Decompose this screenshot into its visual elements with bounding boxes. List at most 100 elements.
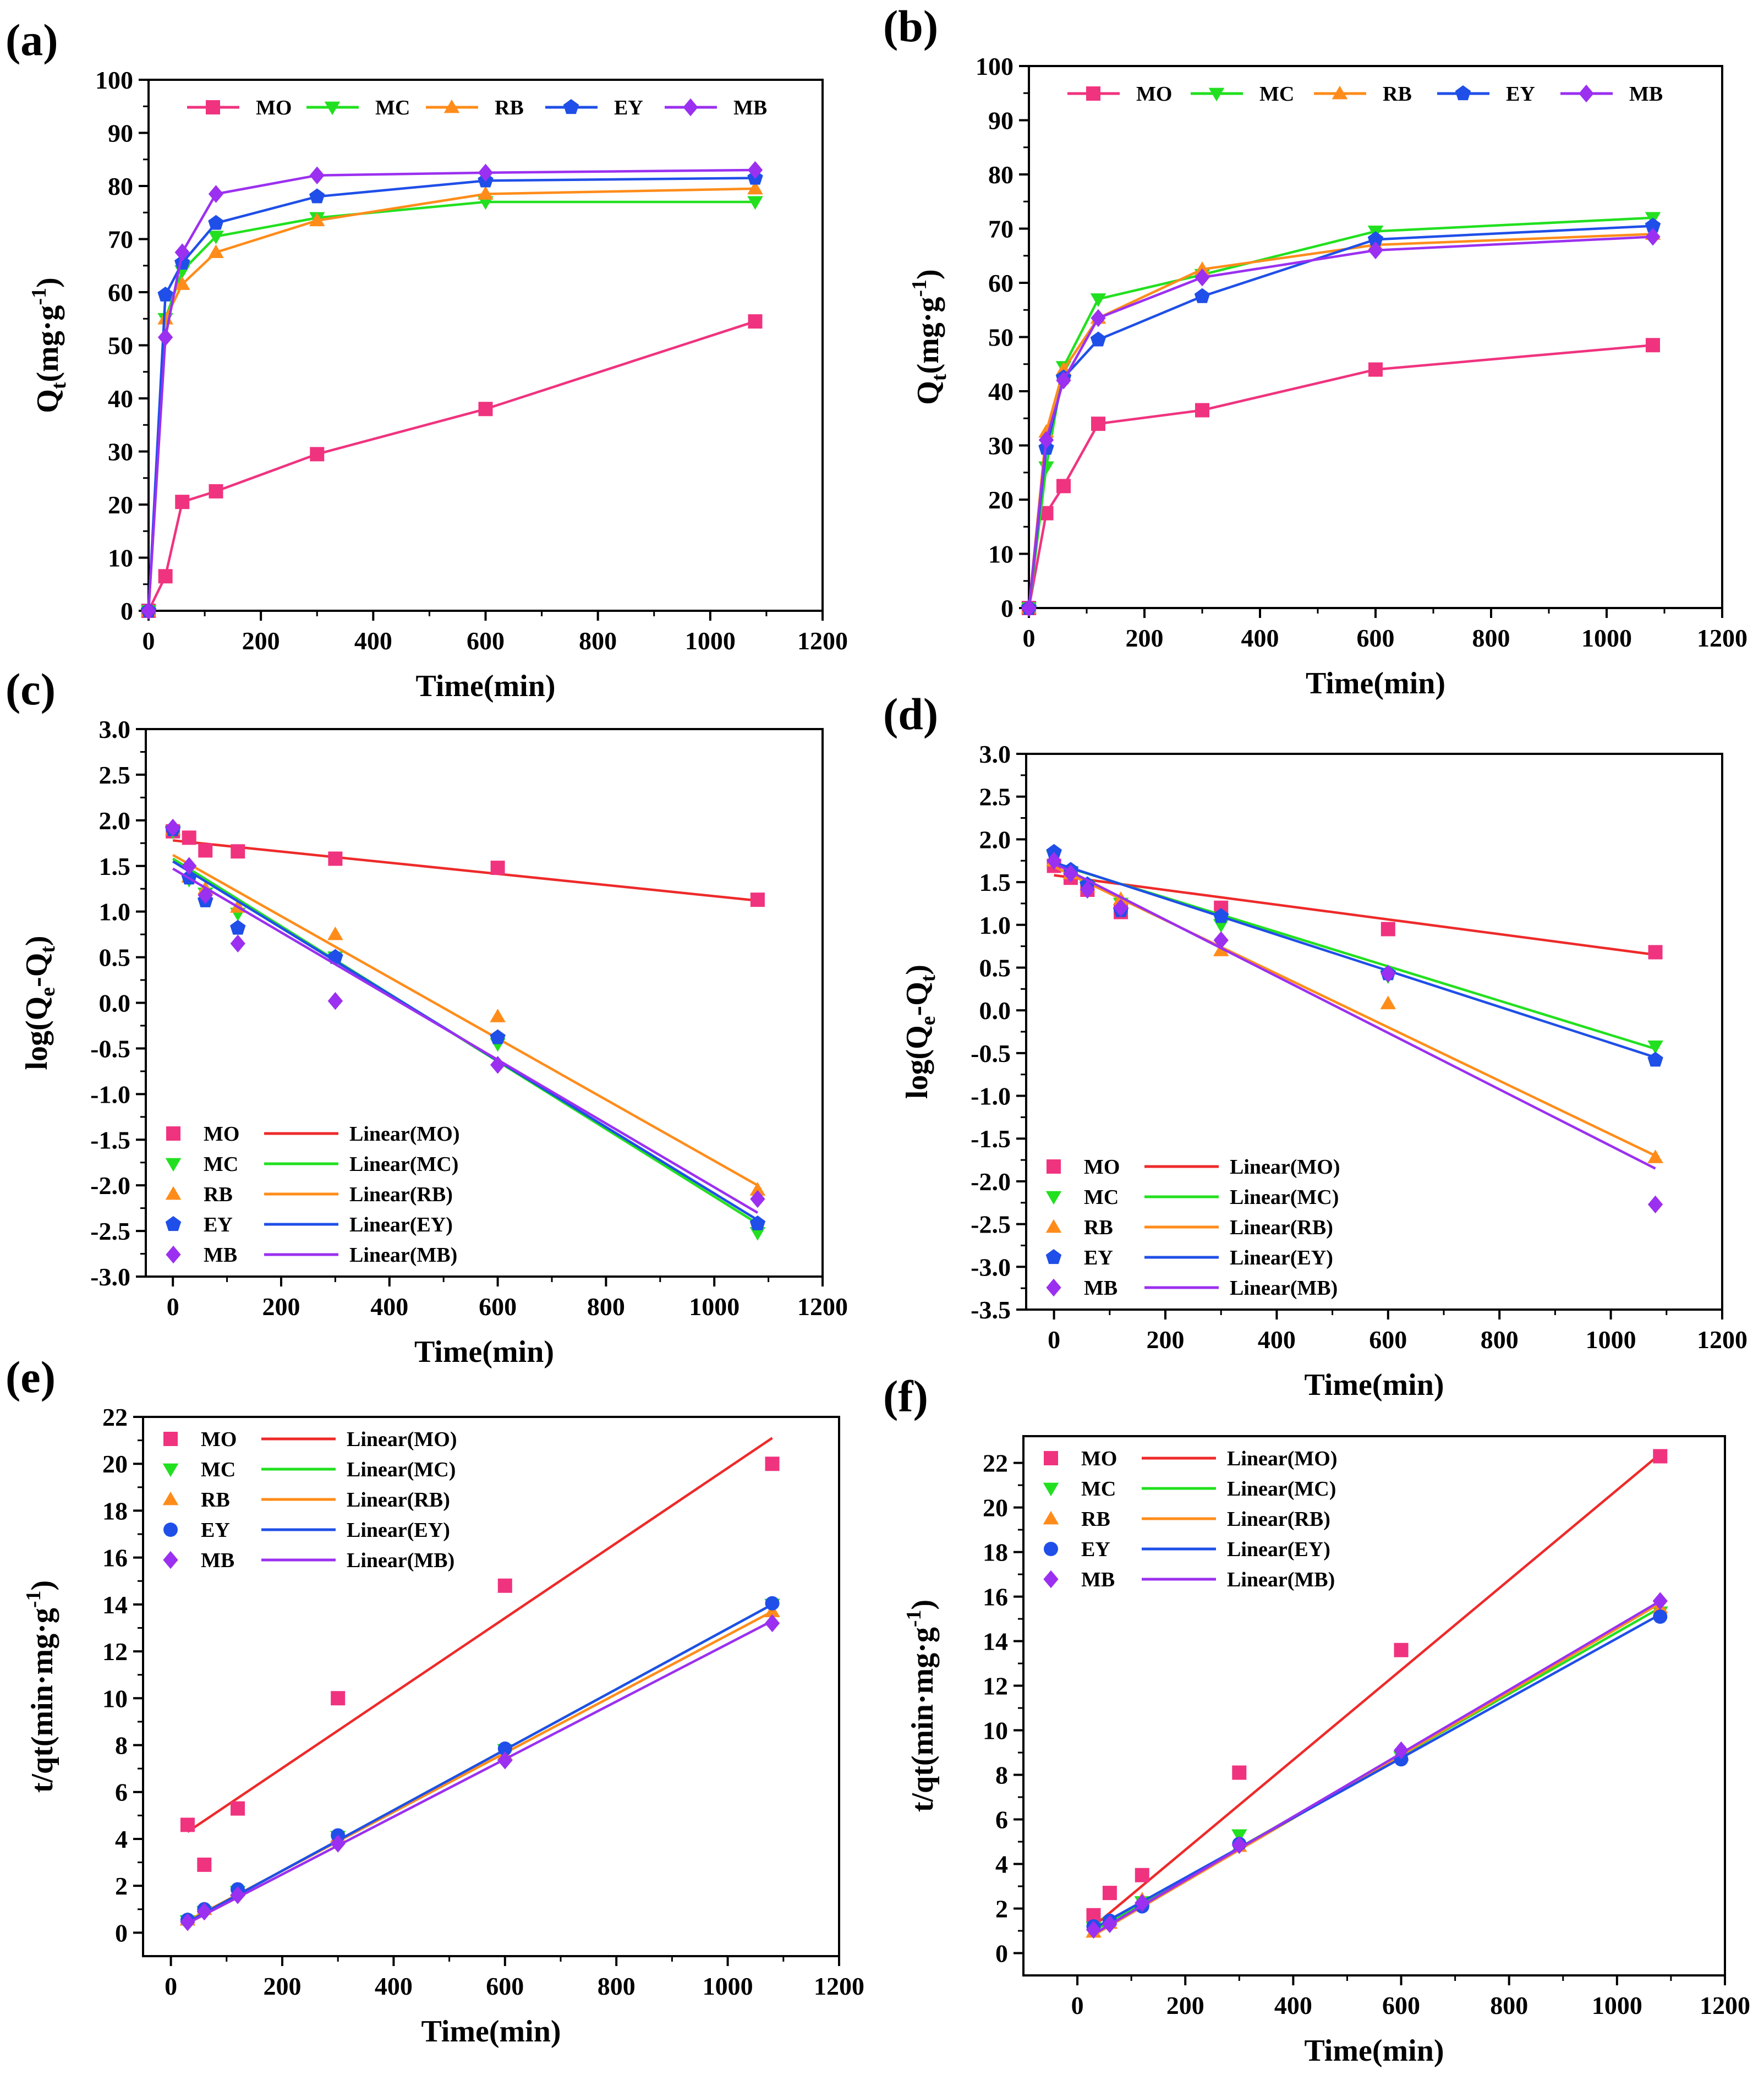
chart-e-xtick-label-3: 600 [486,1972,524,2000]
chart-a-xtick-label-0: 0 [143,627,155,655]
chart-a-point-MB-6 [747,161,763,179]
chart-a-point-MO-4 [310,447,325,462]
chart-d-ytick-label-12: 2.5 [979,783,1011,811]
chart-d-ytick-label-3: -2.0 [971,1168,1011,1196]
chart-b-ylabel-main: Q [911,381,945,405]
chart-f-legend-fitlabel-MO: Linear(MO) [1227,1447,1338,1470]
chart-b-xtick-label-3: 600 [1357,624,1395,652]
chart-e-point-MO-1 [197,1857,212,1872]
chart-d-legend-marker-RB [1045,1219,1062,1233]
chart-a-point-MC-3 [208,231,224,244]
chart-a-ylabel-rest: (mg·g [31,305,65,382]
chart-f-ytick-label-6: 12 [983,1672,1008,1700]
chart-e-point-MO-5 [765,1457,780,1471]
chart-d-point-MO-5 [1380,922,1395,937]
chart-f-fit-MB [1093,1600,1661,1936]
chart-f-point-MO-4 [1394,1643,1409,1657]
chart-c-legend-label-MO: MO [204,1123,239,1146]
chart-c-point-MO-3 [231,844,245,859]
chart-e-ytick-label-8: 16 [102,1544,128,1572]
chart-e-legend-label-MB: MB [201,1549,234,1572]
chart-c-ytick-label-6: 0.0 [99,989,131,1017]
chart-d-legend-fitlabel-MC: Linear(MC) [1230,1186,1339,1209]
chart-b-ylabel-rest: (mg·g [911,297,945,374]
chart-e-series-EY [180,1596,780,1927]
chart-f-ylabel-main: t/qt(min·mg·g [906,1627,940,1812]
chart-d-xtick-label-5: 1000 [1586,1326,1636,1354]
chart-f-point-MB-4 [1393,1741,1409,1760]
chart-b-legend: MO MC RB EY MB [1067,83,1663,106]
chart-d-point-EY-4 [1213,908,1229,923]
chart-d-legend-label-MB: MB [1084,1277,1117,1300]
chart-b-ytick-label-7: 70 [988,215,1014,243]
chart-d-point-MB-6 [1647,1195,1663,1214]
chart-d-xtick-label-6: 1200 [1697,1326,1747,1354]
chart-a-series-EY [140,169,763,618]
chart-b-point-MB-4 [1195,268,1210,287]
chart-f-point-MB-3 [1231,1836,1247,1854]
chart-d-legend-marker-MC [1045,1191,1062,1205]
chart-c-ytick-label-7: 0.5 [99,944,131,972]
chart-c-ytick-label-2: -2.0 [90,1171,130,1200]
chart-c-point-EY-3 [230,919,246,935]
chart-f-frame [1022,1435,1726,1977]
chart-d-fit-EY [1053,861,1656,1059]
chart-c-legend-label-RB: RB [204,1183,233,1206]
chart-b-legend-label-RB: RB [1383,83,1412,106]
chart-f-point-MC-3 [1231,1829,1247,1843]
chart-e-point-MB-4 [497,1751,513,1770]
chart-a-legend-label-MO: MO [256,96,292,119]
chart-c-ytick-label-12: 3.0 [99,715,131,743]
chart-a-ytick-label-4: 40 [108,385,133,413]
chart-c-series-MB [165,818,765,1214]
chart-b-point-RB-4 [1194,261,1210,275]
chart-c-point-MO-1 [182,830,196,845]
chart-b-series-EY [1021,217,1661,615]
chart-b-ytick-label-1: 10 [988,540,1014,568]
chart-a-line-MC [147,200,755,611]
chart-a-legend-label-MC: MC [375,96,410,119]
chart-a-point-EY-3 [208,215,224,230]
chart-a-line-MO [147,320,756,611]
chart-d-xtick-label-3: 600 [1369,1326,1407,1354]
chart-b-point-MO-1 [1039,506,1054,521]
chart-b-ylabel: Qt(mg·g-1) [908,269,951,405]
chart-e-legend-marker-MC [162,1463,179,1477]
chart-e-legend-marker-EY [163,1523,178,1537]
chart-d-legend-fitlabel-RB: Linear(RB) [1230,1216,1333,1239]
chart-d-xtick-label-2: 400 [1258,1326,1296,1354]
chart-d-point-MB-3 [1113,899,1128,917]
chart-e-point-MB-0 [180,1913,195,1931]
chart-c-legend-label-MC: MC [204,1153,238,1176]
chart-e-point-MB-1 [196,1902,212,1921]
chart-e-legend-fitlabel-MC: Linear(MC) [347,1458,456,1481]
chart-b-ylabel-sup: -1 [908,280,931,297]
chart-a-line-EY [147,177,755,611]
chart-c-point-EY-4 [327,949,343,964]
chart-b-xtick-label-6: 1200 [1697,624,1747,652]
chart-c-legend-marker-MB [166,1245,181,1264]
chart-a-point-EY-1 [157,286,173,302]
chart-a-point-MO-3 [209,484,223,499]
chart-e-ytick-label-3: 6 [115,1778,128,1806]
chart-d-ytick-label-9: 1.0 [979,911,1011,939]
chart-d-point-MC-6 [1647,1041,1663,1054]
chart-f-point-MO-0 [1086,1908,1101,1923]
chart-b-ytick-label-9: 90 [988,107,1014,135]
chart-a-ytick-label-9: 90 [108,119,133,147]
chart-c-ytick-label-0: -3.0 [90,1263,130,1291]
chart-c-ylabel: log(Qe-Qt) [20,935,59,1070]
chart-e-fit-EY [187,1603,773,1924]
chart-d-legend-marker-MO [1047,1159,1061,1174]
chart-b-ytick-label-8: 80 [988,161,1014,189]
chart-e-series-MB [180,1614,780,1931]
chart-b-ytick-label-10: 100 [976,52,1014,80]
chart-c-point-MO-6 [750,893,765,907]
chart-b-ylabel-end: ) [911,269,945,280]
chart-c-ytick-label-5: -0.5 [90,1034,130,1063]
chart-a-legend-marker-RB [443,99,460,113]
chart-c-ytick-label-4: -1.0 [90,1080,130,1108]
chart-c-series-EY [165,821,766,1230]
chart-e-ytick-label-4: 8 [115,1732,128,1760]
chart-d-ylabel-sub: e [917,1016,940,1025]
